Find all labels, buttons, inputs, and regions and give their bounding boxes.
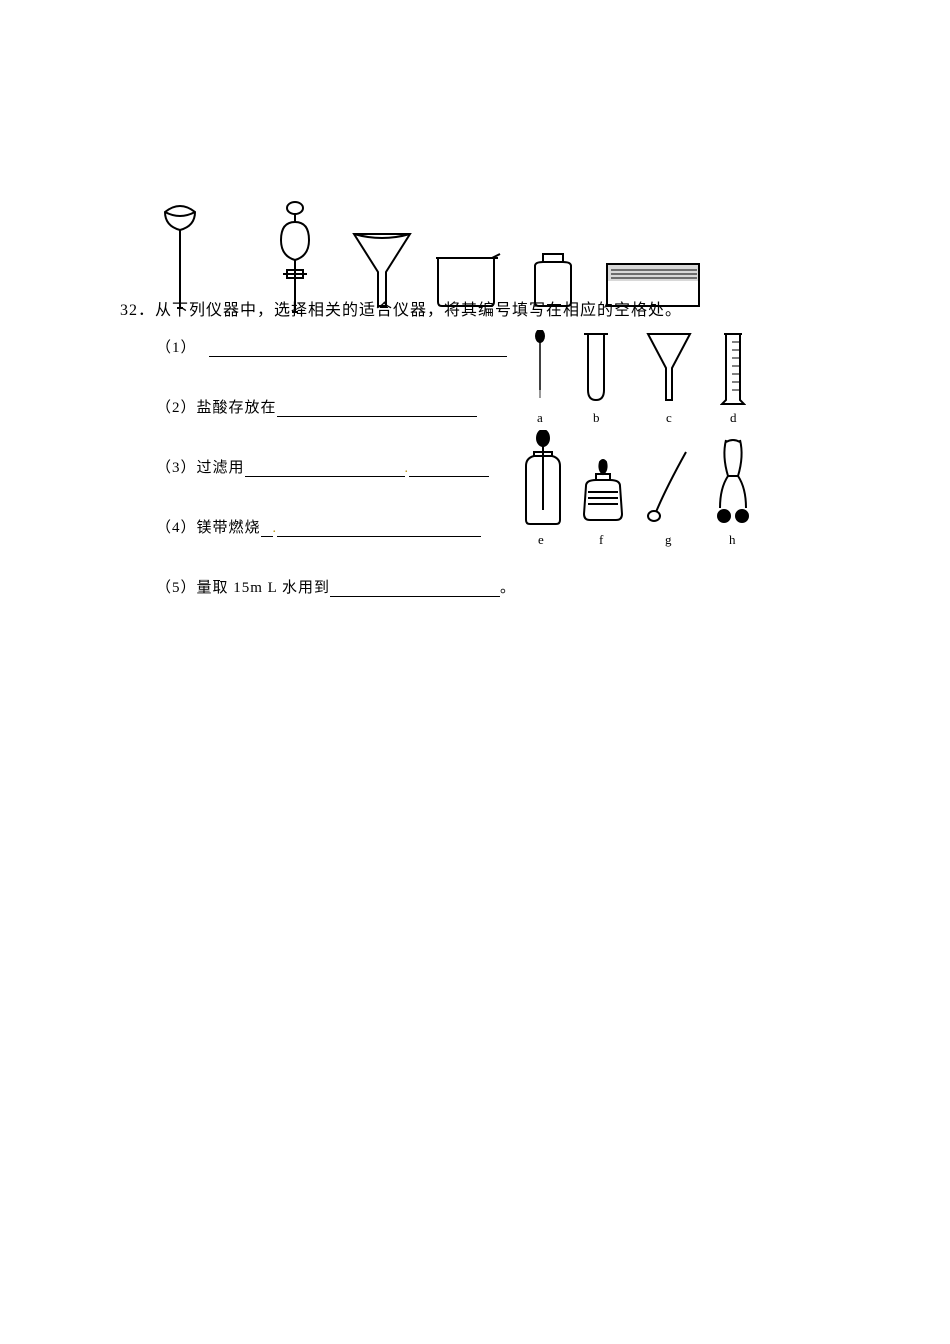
period: 。 <box>500 580 516 596</box>
subq1-label: （1） <box>156 340 197 356</box>
question-stem: 32．从下列仪器中，选择相关的适合仪器，将其编号填写在相应的空格处。 <box>120 296 682 320</box>
blank-1[interactable] <box>209 340 507 357</box>
subq-3: （3）过滤用. <box>156 456 489 477</box>
subq-4: （4）镁带燃烧. <box>156 516 481 537</box>
subq4-label: （4）镁带燃烧 <box>156 520 261 536</box>
subq-5: （5）量取 15m L 水用到 。 <box>156 576 516 597</box>
subq-1: （1） <box>156 336 507 357</box>
label-f: f <box>599 532 603 548</box>
subq-2: （2）盐酸存放在 <box>156 396 477 417</box>
apparatus-f-alcohol-lamp <box>578 458 628 524</box>
blank-4b[interactable] <box>277 520 481 537</box>
question-text: 从下列仪器中，选择相关的适合仪器，将其编号填写在相应的空格处。 <box>155 302 682 319</box>
subq5-label: （5）量取 15m L 水用到 <box>156 580 330 596</box>
apparatus-e-dropper-bottle <box>520 430 566 528</box>
label-a: a <box>537 410 543 426</box>
label-d: d <box>730 410 737 426</box>
label-g: g <box>665 532 672 548</box>
apparatus-b-test-tube <box>582 330 610 404</box>
subq2-label: （2）盐酸存放在 <box>156 400 277 416</box>
apparatus-d-graduated-cylinder <box>720 330 746 408</box>
label-c: c <box>666 410 672 426</box>
apparatus-h-crucible-tongs <box>714 436 752 528</box>
page: 32．从下列仪器中，选择相关的适合仪器，将其编号填写在相应的空格处。 （1） （… <box>0 0 950 1344</box>
right-apparatus-panel: a b c <box>510 330 760 550</box>
blank-5[interactable] <box>330 580 500 597</box>
subq3-label: （3）过滤用 <box>156 460 245 476</box>
blank-3b[interactable] <box>409 460 489 477</box>
label-b: b <box>593 410 600 426</box>
blank-2[interactable] <box>277 400 477 417</box>
blank-4a[interactable] <box>261 520 273 537</box>
label-e: e <box>538 532 544 548</box>
label-h: h <box>729 532 736 548</box>
blank-3a[interactable] <box>245 460 405 477</box>
apparatus-g-spatula <box>646 448 694 526</box>
question-number: 32． <box>120 302 155 319</box>
apparatus-a-stirring-rod <box>528 330 552 402</box>
apparatus-c-funnel <box>644 330 694 404</box>
